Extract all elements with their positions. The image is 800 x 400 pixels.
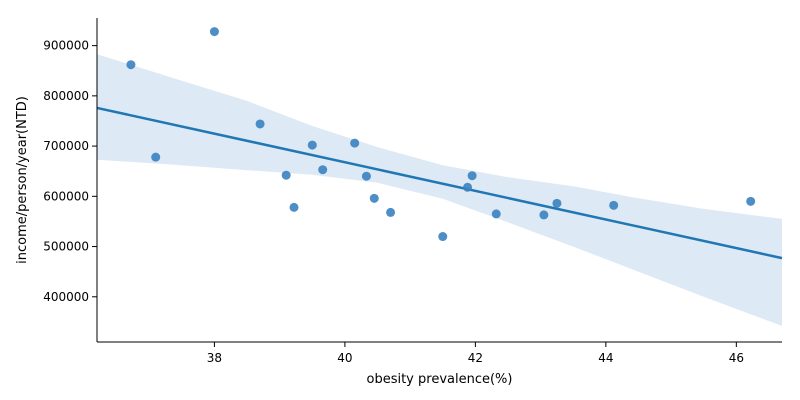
y-ticks: 400000 500000 600000 700000 800000 900000: [43, 39, 97, 304]
data-point: [361, 171, 371, 181]
data-point: [281, 170, 291, 180]
x-tick-label: 40: [337, 351, 352, 365]
data-point: [369, 193, 379, 203]
data-point: [318, 165, 328, 175]
y-tick-label: 600000: [43, 189, 89, 203]
x-ticks: 38 40 42 44 46: [207, 342, 744, 365]
data-point: [151, 152, 161, 162]
x-tick-label: 42: [468, 351, 483, 365]
scatter-points-layer: [126, 27, 756, 242]
x-tick-label: 46: [729, 351, 744, 365]
y-tick-label: 400000: [43, 290, 89, 304]
data-point: [552, 198, 562, 208]
data-point: [209, 27, 219, 37]
y-tick-label: 700000: [43, 139, 89, 153]
data-point: [438, 232, 448, 242]
data-point: [539, 210, 549, 220]
data-point: [467, 171, 477, 181]
regression-line-layer: [96, 106, 783, 260]
y-tick-label: 500000: [43, 240, 89, 254]
axes: [96, 18, 782, 343]
data-point: [386, 207, 396, 217]
y-axis-label: income/person/year(NTD): [15, 96, 30, 264]
data-point: [255, 119, 265, 129]
confidence-band: [97, 54, 782, 326]
data-point: [491, 209, 501, 219]
y-tick-label: 900000: [43, 39, 89, 53]
x-tick-label: 44: [598, 351, 613, 365]
confidence-band-layer: [97, 54, 782, 326]
y-tick-label: 800000: [43, 89, 89, 103]
data-point: [307, 140, 317, 150]
data-point: [126, 60, 136, 70]
data-point: [746, 196, 756, 206]
regression-line: [96, 106, 783, 260]
x-axis-label: obesity prevalence(%): [367, 372, 513, 387]
data-point: [350, 138, 360, 148]
data-point: [289, 202, 299, 212]
data-point: [609, 200, 619, 210]
data-point: [463, 182, 473, 192]
x-tick-label: 38: [207, 351, 222, 365]
